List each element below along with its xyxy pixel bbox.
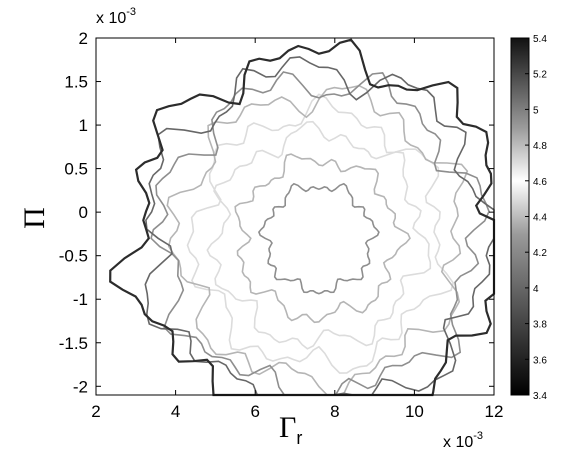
x-axis-label: Γr	[279, 411, 302, 448]
colorbar-tick-label: 5.4	[533, 34, 547, 45]
y-tick-label: 0.5	[64, 160, 88, 179]
y-tick-label: -1.5	[59, 334, 88, 353]
colorbar-tick-label: 4.8	[533, 141, 547, 152]
x-tick-label: 4	[171, 402, 180, 421]
colorbar-tick-label: 4.4	[533, 213, 547, 224]
contour-level-3.6	[109, 38, 496, 397]
contour-level-3.9	[144, 56, 495, 396]
y-tick-label: 0	[79, 203, 88, 222]
x-tick-label: 10	[405, 402, 424, 421]
x-tick-label: 12	[485, 402, 504, 421]
y-tick-label: -2	[73, 377, 88, 396]
x-axis-ticks: 2 4 6 8 10 12	[91, 38, 503, 421]
contour-level-4.7	[206, 120, 432, 350]
colorbar-tick-label: 5.2	[533, 70, 547, 81]
y-tick-label: 1.5	[64, 73, 88, 92]
y-tick-label: 2	[79, 29, 88, 48]
plot-frame	[95, 37, 495, 396]
contour-level-4.5	[186, 93, 455, 374]
x-tick-label: 8	[330, 402, 339, 421]
colorbar-tick-label: 5	[533, 105, 539, 116]
y-multiplier: x 10-3	[96, 6, 136, 27]
colorbar-tick-label: 3.8	[533, 320, 547, 331]
colorbar-tick-label: 4.2	[533, 248, 547, 259]
colorbar-ticks: 5.4 5.2 5 4.8 4.6 4.4 4.2 4 3.8 3.6 3.4	[525, 34, 547, 402]
x-multiplier: x 10-3	[443, 430, 483, 451]
y-axis-label: Π	[18, 207, 51, 229]
contour-level-4.1	[150, 71, 490, 396]
contour-level-4.9	[234, 153, 411, 324]
x-tick-label: 6	[250, 402, 259, 421]
colorbar-tick-label: 3.6	[533, 355, 547, 366]
contour-level-4.3	[166, 84, 469, 396]
y-tick-label: -1	[73, 290, 88, 309]
contour-lines	[109, 38, 496, 397]
colorbar-tick-label: 4	[533, 284, 539, 295]
contour-level-5.1	[257, 182, 380, 295]
y-tick-label: -0.5	[59, 247, 88, 266]
colorbar-tick-label: 4.6	[533, 177, 547, 188]
x-tick-label: 2	[91, 402, 100, 421]
colorbar-tick-label: 3.4	[533, 391, 547, 402]
y-axis-ticks: 2 1.5 1 0.5 0 -0.5 -1 -1.5 -2	[59, 29, 494, 396]
y-tick-label: 1	[79, 116, 88, 135]
